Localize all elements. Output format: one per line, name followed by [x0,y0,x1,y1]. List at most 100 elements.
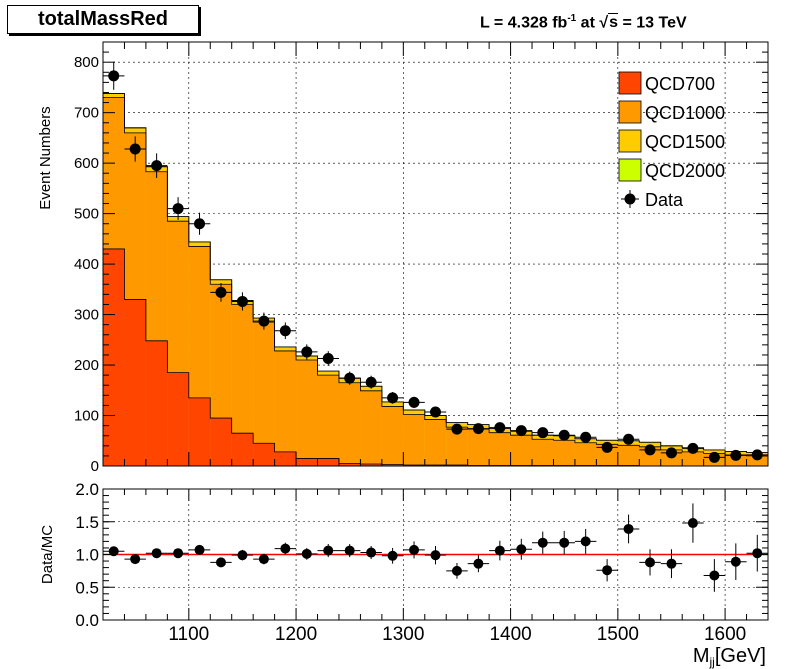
x-tick-label: 1300 [382,624,424,645]
y-tick-label: 200 [74,357,99,374]
bar-QCD1000 [296,360,318,466]
data-point [322,352,334,364]
legend-data-marker [624,193,636,205]
legend-swatch-QCD1500 [618,129,642,153]
ratio-point [537,537,548,548]
data-point [258,315,270,327]
y-tick-label: 100 [74,408,99,425]
bar-QCD700 [274,451,297,466]
ratio-point [430,550,441,561]
ratio-point [173,548,184,559]
x-tick-label: 1600 [704,624,746,645]
bar-QCD1000 [617,445,640,466]
ratio-y-tick-label: 1.0 [75,546,99,565]
ratio-y-tick-label: 2.0 [75,480,99,499]
bar-QCD1000 [510,435,533,466]
y-tick-label: 800 [74,54,99,71]
bar-QCD1000 [446,427,468,466]
ratio-point [215,557,226,568]
bar-QCD700 [167,372,189,466]
lumi-prefix: L = 4.328 fb [480,14,568,32]
lumi-exponent: -1 [567,13,577,24]
data-point [279,325,291,337]
bar-QCD1000 [403,414,425,466]
bar-QCD700 [253,443,275,466]
x-tick-label: 1100 [168,624,209,645]
data-point [301,346,313,358]
x-tick-label: 1400 [489,624,531,645]
data-point [515,425,527,437]
data-point [687,442,699,454]
data-point [751,449,763,461]
ratio-panel: 0.0 0.5 1.0 1.5 2.0 1100 1200 1300 1400 1500 1600 D… [39,480,769,669]
ratio-point [602,565,613,576]
data-point [623,433,635,445]
ratio-y-tick-label: 0.0 [75,611,99,630]
bar-QCD700 [103,248,125,466]
legend-label: Data [645,190,684,210]
data-point [601,441,613,453]
legend-label: QCD1500 [645,132,725,152]
data-point [494,422,506,434]
bar-QCD700 [317,458,339,466]
bar-QCD700 [188,397,211,466]
bar-QCD1000 [682,451,704,466]
data-point [580,431,592,443]
data-point [472,423,484,435]
data-point [215,286,227,298]
data-point [665,447,677,459]
data-point [451,423,463,435]
bar-QCD1000 [639,446,661,466]
ratio-point [623,523,634,534]
ratio-point [516,544,527,555]
legend: QCD700 QCD1000 QCD1500 QCD2000 Data [618,71,725,210]
data-point [172,203,184,215]
ratio-point [752,548,763,559]
y-tick-label: 700 [74,105,99,122]
ratio-point [645,557,656,568]
main-panel: 0 100 200 300 400 500 600 700 800 Event Numbers [37,41,769,475]
ratio-point [559,537,570,548]
ratio-point [409,544,420,555]
legend-swatch-QCD1000 [618,100,642,124]
bar-QCD1000 [360,390,382,466]
y-tick-label: 0 [91,458,99,475]
bar-QCD1000 [467,429,490,466]
bar-QCD700 [210,418,232,466]
ratio-point [730,556,741,567]
bar-QCD1000 [231,304,254,466]
bar-QCD1000 [381,406,404,466]
energy-value: = 13 TeV [618,14,687,32]
ratio-y-tick-label: 0.5 [75,578,99,597]
bar-QCD700 [360,463,382,466]
x-axis-label-unit: [GeV] [715,645,766,667]
bar-QCD1000 [274,350,297,466]
bar-QCD700 [124,299,146,466]
data-point [236,295,248,307]
y-tick-label: 400 [74,256,99,273]
data-point [708,451,720,463]
ratio-point [451,565,462,576]
data-point [129,143,141,155]
data-point [537,427,549,439]
plot-title: totalMassRed [7,5,199,34]
ratio-point [666,558,677,569]
data-point [151,160,163,172]
y-axis-label: Event Numbers [37,106,54,209]
data-point [644,444,656,456]
data-point [730,449,742,461]
bar-QCD1000 [596,444,618,466]
ratio-point [687,518,698,529]
bar-QCD1000 [553,440,575,466]
y-tick-label: 300 [74,307,99,324]
bar-QCD700 [231,433,254,466]
ratio-point [194,544,205,555]
legend-label: QCD1000 [645,103,725,123]
y-tick-label: 600 [74,155,99,172]
ratio-point [473,558,484,569]
legend-label: QCD700 [645,74,715,94]
bar-QCD1000 [746,455,768,466]
bar-QCD1000 [424,419,447,466]
data-point [108,70,120,82]
